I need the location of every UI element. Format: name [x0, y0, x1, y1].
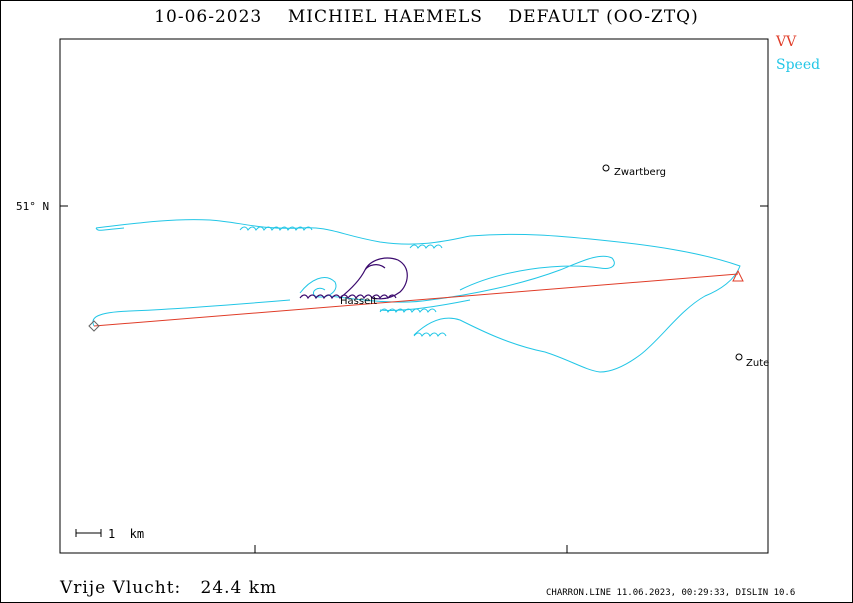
- distance-value: 24.4 km: [200, 578, 278, 598]
- plot-frame: [59, 38, 769, 554]
- free-flight-line: [93, 273, 739, 327]
- distance-label: Vrije Vlucht:: [60, 578, 182, 598]
- flight-date: 10-06-2023: [154, 7, 263, 27]
- map-title: 10-06-2023 MICHIEL HAEMELS DEFAULT (OO-Z…: [0, 7, 853, 27]
- lat-label: 51° N: [16, 200, 49, 213]
- place-label-zute: Zute: [746, 358, 769, 369]
- flight-track-start: [299, 257, 408, 300]
- thermal-loops: [239, 226, 447, 337]
- place-label-zwartberg: Zwartberg: [614, 167, 666, 178]
- end-marker: [732, 269, 744, 282]
- distance-summary: Vrije Vlucht: 24.4 km: [60, 578, 277, 598]
- place-marker-zwartberg: [602, 164, 610, 172]
- glider-name: DEFAULT (OO-ZTQ): [508, 7, 699, 27]
- pilot-name: MICHIEL HAEMELS: [287, 7, 483, 27]
- legend-speed: Speed: [776, 57, 821, 73]
- place-label-hasselt: Hasselt: [340, 296, 377, 307]
- scale-bar-label: 1 km: [108, 527, 144, 541]
- flight-track-speed: [92, 219, 741, 373]
- place-marker-zute: [735, 353, 743, 361]
- legend-vv: VV: [776, 34, 797, 50]
- start-marker: [88, 320, 100, 332]
- footer-info: CHARRON.LINE 11.06.2023, 00:29:33, DISLI…: [546, 588, 796, 598]
